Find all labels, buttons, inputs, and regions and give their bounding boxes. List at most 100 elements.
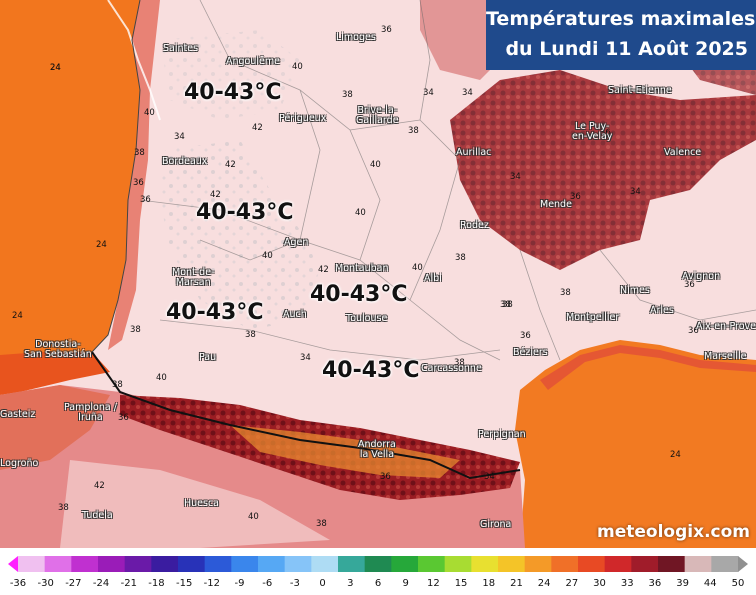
legend-swatch [338,556,366,572]
title-line-1: Températures maximales [486,8,756,30]
spain-cooler-coast [0,385,110,470]
city-pau: Pau [199,352,217,363]
isotherm-label: 36 [380,472,391,482]
legend-tick-label: 3 [347,578,354,589]
isotherm-label: 24 [670,450,681,460]
legend-swatch [418,556,446,572]
france-spain-border [91,351,521,480]
isotherm-label: 34 [174,132,185,142]
isotherm-label: 40 [156,373,167,383]
isotherm-label: 36 [140,195,151,205]
legend-swatch [498,556,526,572]
city-saint-etienne: Saint-Etienne [608,85,672,96]
isotherm-label: 42 [210,190,221,200]
legend-swatch [284,556,312,572]
legend-swatch [711,556,739,572]
isotherm-label: 40 [292,62,303,72]
city-logrono: Logroño [0,458,39,469]
city-le-puy: Le Puy- en-Velay [572,121,613,142]
isotherm-label: 42 [318,265,329,275]
city-auch: Auch [283,309,307,320]
city-agen: Agen [284,237,309,248]
isotherm-label: 34 [484,472,495,482]
zone-label: 40-43°C [310,282,408,307]
city-montpellier: Montpellier [566,312,620,323]
legend-tick-label: 6 [374,578,382,589]
city-montauban: Montauban [335,263,389,274]
city-perpignan: Perpignan [478,429,526,440]
city-girona: Girona [480,519,512,530]
isotherm-label: 42 [94,481,105,491]
city-beziers: Béziers [513,347,548,358]
isotherm-label: 38 [112,380,123,390]
legend-tick-label: -24 [92,578,110,589]
isotherm-label: 36 [600,128,611,138]
isotherm-label: 38 [130,325,141,335]
legend-tick-label: 24 [537,578,551,589]
isotherm-label: 40 [412,263,423,273]
legend-swatch [98,556,126,572]
isotherm-label: 40 [248,512,259,522]
city-arles: Arles [650,305,674,316]
legend-swatch [524,556,552,572]
legend-swatch [631,556,659,572]
color-scale-legend: -36 -30 -27 -24 -21 -18 -15 -12 -9 -6 -3 0 3 6 9 12 15 18… [0,548,756,595]
isotherm-label: 36 [381,25,392,35]
isotherm-label: 38 [502,300,513,310]
isotherm-label: 40 [262,251,273,261]
legend-tick-label: 15 [454,578,468,589]
isotherm-label: 38 [342,90,353,100]
coastal-gradient [108,0,160,350]
legend-tick-label: -18 [148,578,165,589]
legend-swatch [231,556,259,572]
isotherm-label: 36 [688,326,699,336]
city-limoges: Limoges [336,32,376,43]
isotherm-label: 42 [225,160,236,170]
isotherm-label: 34 [462,88,473,98]
city-brive: Brive-la- Gaillarde [356,105,399,126]
city-bordeaux: Bordeaux [162,156,208,167]
city-nimes: Nimes [620,285,650,296]
legend-swatch [364,556,392,572]
legend-tick-label: -9 [234,578,245,589]
isotherm-label: 34 [300,353,311,363]
isotherm-label: 24 [12,311,23,321]
legend-swatch [658,556,686,572]
isotherm-label: 40 [355,208,366,218]
map-title: Températures maximales du Lundi 11 Août … [486,0,756,70]
city-andorra: Andorra la Vella [358,439,396,460]
isotherm-label: 38 [408,126,419,136]
city-huesca: Huesca [184,498,220,509]
legend-tick-label: -36 [9,578,27,589]
legend-tick-label: 9 [402,578,409,589]
city-aurillac: Aurillac [456,147,492,158]
legend-swatch [551,556,579,572]
legend-swatch [471,556,499,572]
city-pamplona: Pamplona / Iruña [64,402,117,423]
legend-tick-label: 30 [593,578,606,589]
isotherm-label: 36 [133,178,144,188]
legend-swatch [151,556,179,572]
city-saintes: Saintes [163,43,199,54]
isotherm-label: 40 [144,108,155,118]
legend-swatch [124,556,152,572]
legend-tick-label: -30 [37,578,54,589]
city-tudela: Tudela [82,510,113,521]
zone-label: 40-43°C [166,300,264,325]
mediterranean-sea [515,340,756,548]
city-avignon: Avignon [682,271,721,282]
isotherm-label: 38 [500,300,511,310]
city-marseille: Marseille [704,351,747,362]
isotherm-label: 38 [316,519,327,529]
legend-swatch [684,556,712,572]
isotherm-label: 40 [370,160,381,170]
city-donostia: Donostia- San Sebastián [24,339,92,360]
legend-swatch [18,556,46,572]
garonne-extreme-heat [160,140,320,330]
legend-swatch [391,556,419,572]
legend-tick-label: 50 [731,578,745,589]
isotherm-label: 38 [245,330,256,340]
legend-tick-label: 44 [703,578,717,589]
isotherm-label: 24 [50,63,61,73]
mediterranean-coast-band [540,345,756,390]
